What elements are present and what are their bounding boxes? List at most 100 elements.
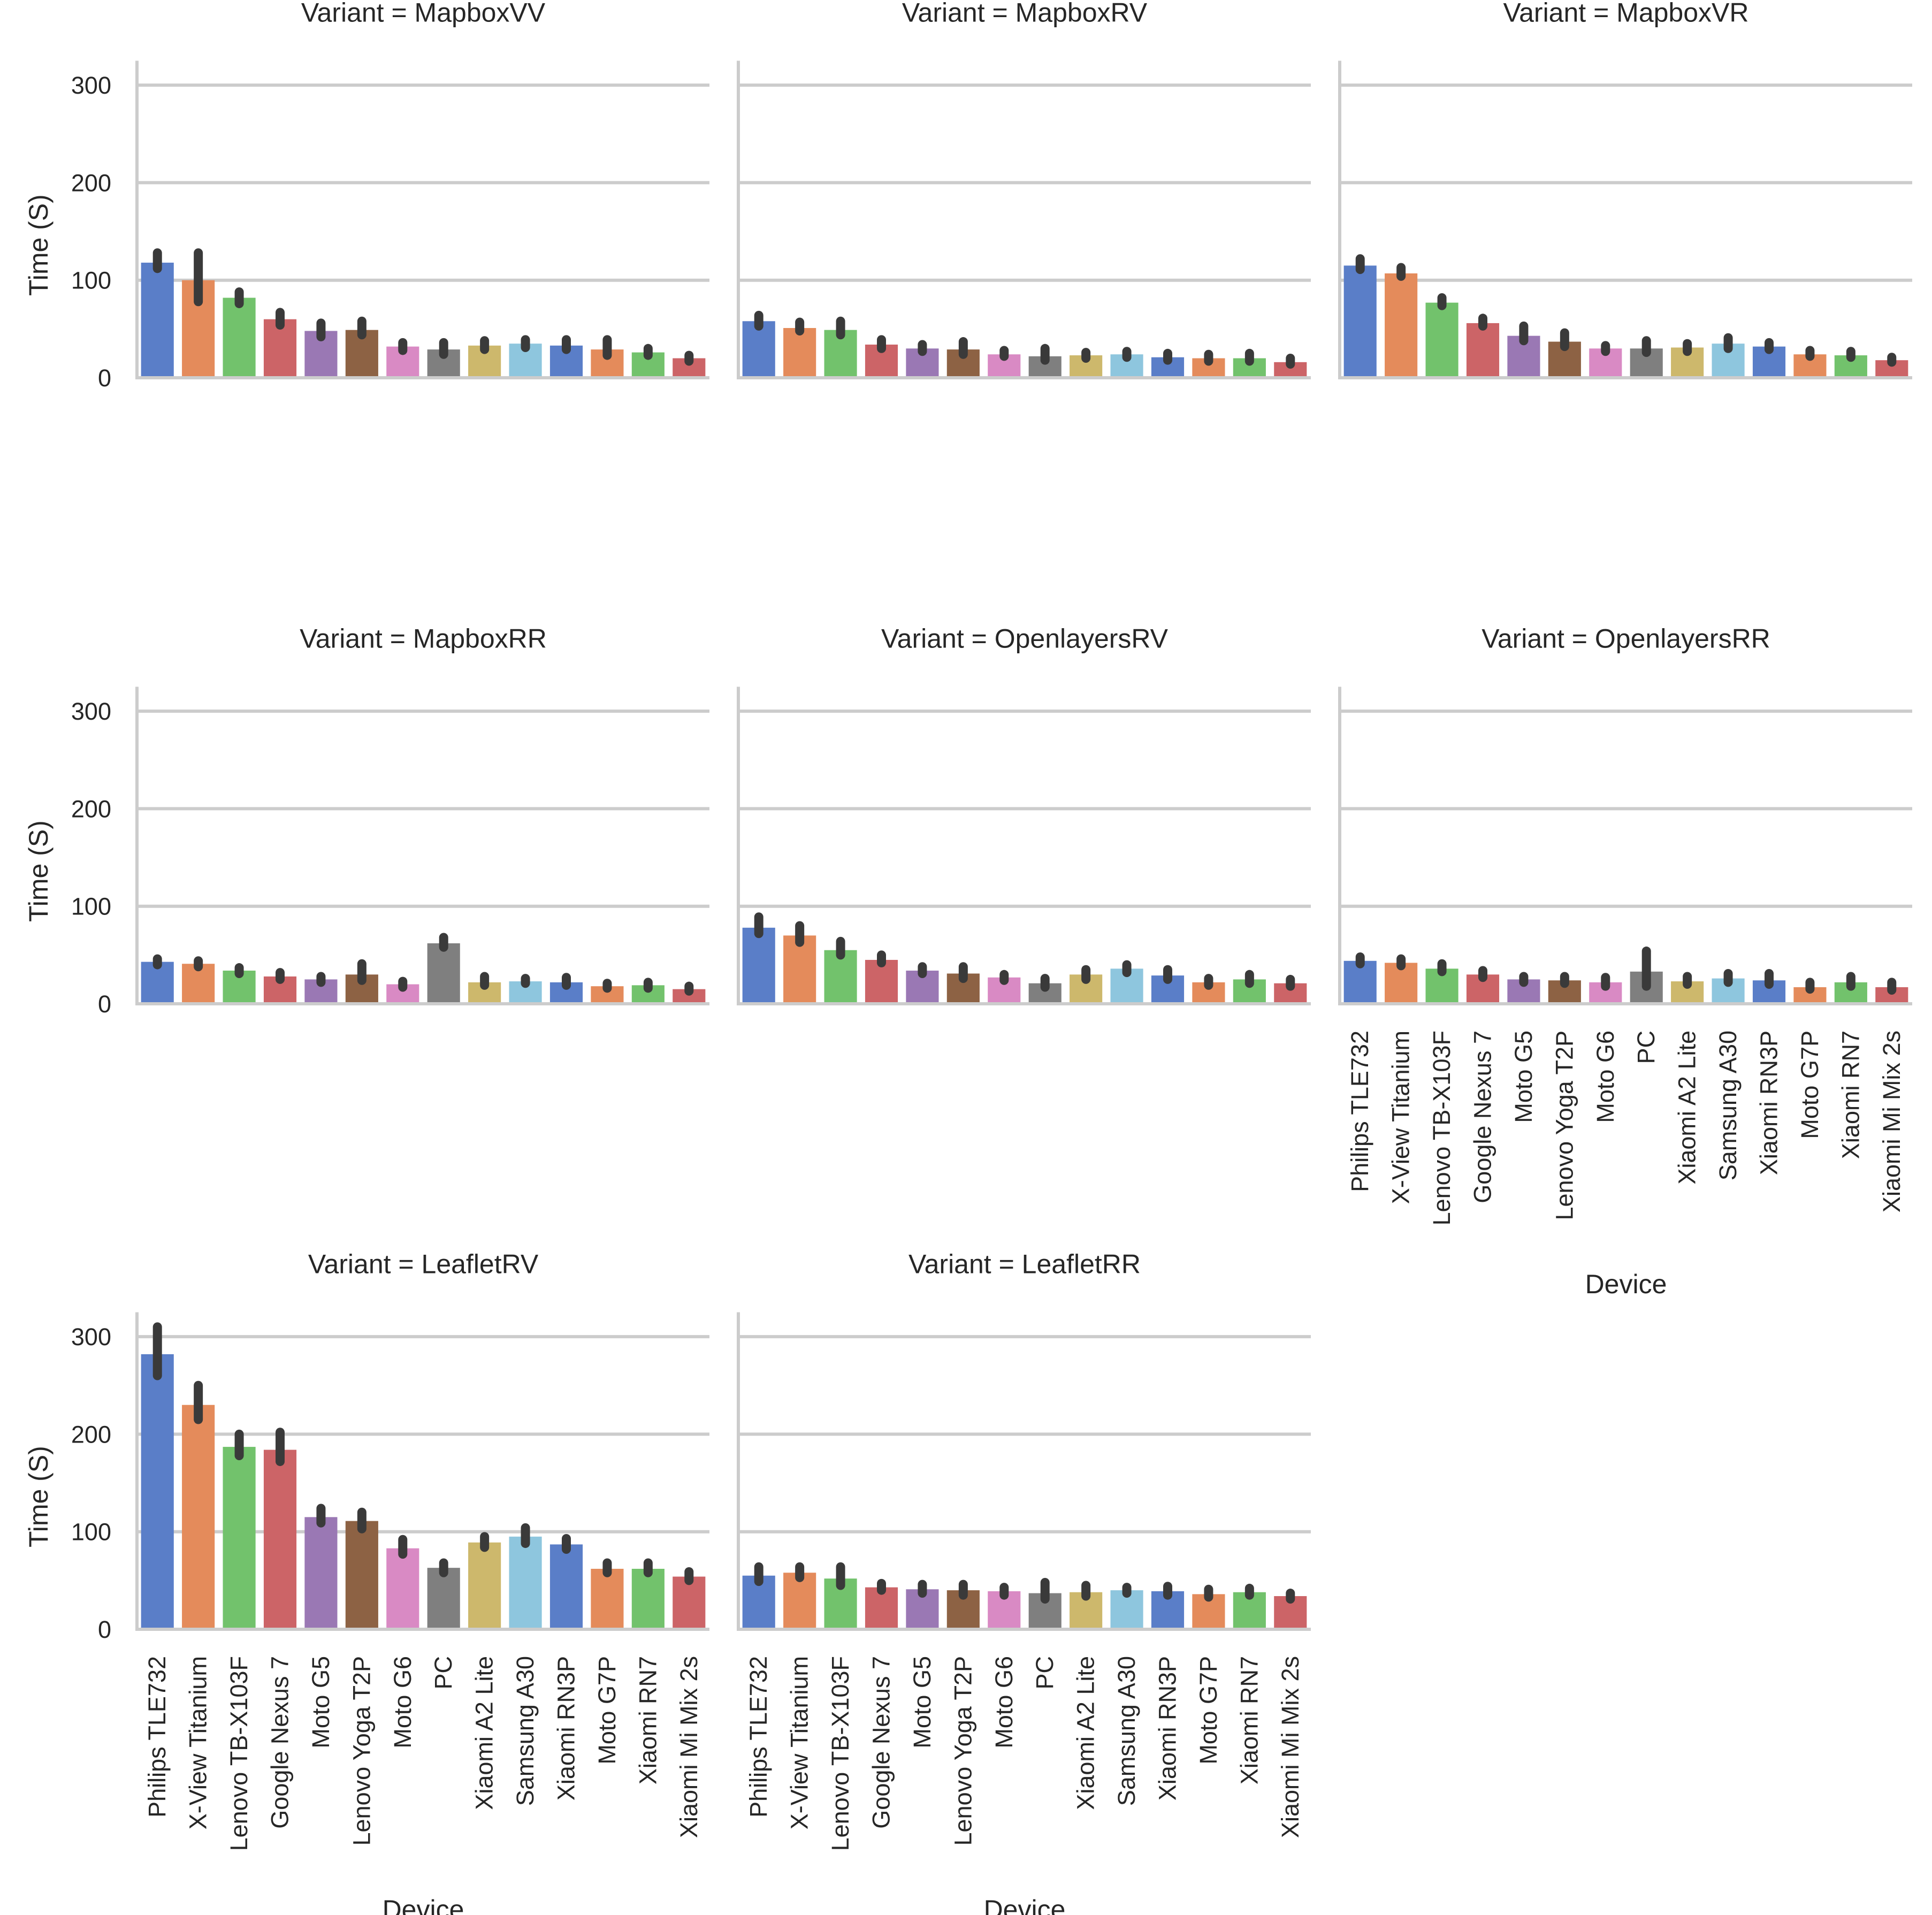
x-tick-label: X-View Titanium bbox=[1387, 1031, 1415, 1204]
x-tick-label: PC bbox=[430, 1656, 457, 1690]
bar bbox=[549, 1544, 583, 1629]
facet-title: Variant = LeafletRR bbox=[908, 1249, 1141, 1279]
x-tick-label: Xiaomi A2 Lite bbox=[1674, 1031, 1701, 1185]
bar bbox=[1343, 265, 1377, 378]
facet-title: Variant = MapboxRR bbox=[300, 624, 547, 654]
y-tick-label: 100 bbox=[71, 1519, 111, 1546]
bar bbox=[509, 1536, 542, 1629]
y-tick-label: 200 bbox=[71, 169, 111, 196]
y-axis-label: Time (S) bbox=[24, 194, 54, 296]
facet-panel: Variant = MapboxRV bbox=[737, 0, 1311, 379]
facet-title: Variant = OpenlayersRV bbox=[881, 624, 1169, 654]
x-tick-label: Moto G7P bbox=[1796, 1031, 1823, 1139]
bar bbox=[783, 935, 816, 1004]
x-tick-label: Xiaomi Mi Mix 2s bbox=[675, 1656, 702, 1838]
x-tick-label: Lenovo TB-X103F bbox=[225, 1656, 253, 1851]
facet-panel: Variant = LeafletRR Philips TLE732 X-View … bbox=[737, 1249, 1311, 1915]
x-tick-label: Samsung A30 bbox=[511, 1656, 539, 1806]
y-tick-label: 300 bbox=[71, 698, 111, 725]
x-tick-label: Xiaomi RN7 bbox=[1235, 1656, 1263, 1784]
bar bbox=[1385, 273, 1418, 378]
x-tick-label: Samsung A30 bbox=[1714, 1031, 1742, 1180]
y-axis-label: Time (S) bbox=[24, 1446, 54, 1547]
x-tick-label: Moto G6 bbox=[389, 1656, 416, 1749]
bar bbox=[345, 1521, 378, 1629]
x-tick-label: Lenovo TB-X103F bbox=[1428, 1031, 1455, 1225]
bar bbox=[742, 927, 775, 1004]
y-tick-label: 0 bbox=[98, 1616, 111, 1643]
x-axis-label: Device bbox=[383, 1895, 464, 1915]
facet-panel: Variant = LeafletRV 0 100 200 300 Time (S) Phi… bbox=[24, 1249, 709, 1915]
x-axis-label: Device bbox=[1585, 1269, 1667, 1299]
facet-title: Variant = OpenlayersRR bbox=[1482, 624, 1770, 654]
x-tick-label: Google Nexus 7 bbox=[1469, 1031, 1496, 1203]
facet-panel: Variant = OpenlayersRR Philips TLE732 X-Vi… bbox=[1338, 624, 1912, 1299]
y-tick-label: 0 bbox=[98, 364, 111, 392]
y-tick-label: 100 bbox=[71, 267, 111, 294]
bar bbox=[783, 1573, 816, 1629]
y-tick-label: 300 bbox=[71, 1323, 111, 1351]
bar bbox=[223, 297, 256, 378]
facet-panel: Variant = MapboxVR bbox=[1338, 0, 1912, 379]
x-tick-label: Xiaomi RN7 bbox=[1837, 1031, 1864, 1159]
x-tick-label: Google Nexus 7 bbox=[868, 1656, 895, 1829]
y-tick-label: 100 bbox=[71, 893, 111, 920]
bar bbox=[1466, 323, 1500, 378]
x-tick-label: Xiaomi Mi Mix 2s bbox=[1878, 1031, 1905, 1212]
x-tick-label: Xiaomi A2 Lite bbox=[1072, 1656, 1099, 1810]
x-tick-label: PC bbox=[1031, 1656, 1058, 1690]
x-tick-label: Moto G6 bbox=[1592, 1031, 1619, 1123]
y-tick-label: 200 bbox=[71, 795, 111, 822]
bar bbox=[1425, 302, 1458, 378]
bar bbox=[182, 1405, 215, 1629]
bar bbox=[304, 1517, 338, 1629]
x-tick-label: X-View Titanium bbox=[185, 1656, 212, 1829]
y-tick-label: 200 bbox=[71, 1421, 111, 1448]
bar bbox=[141, 262, 174, 378]
x-tick-label: Lenovo Yoga T2P bbox=[1551, 1031, 1578, 1220]
bar bbox=[263, 1449, 297, 1629]
x-tick-label: Moto G5 bbox=[307, 1656, 334, 1749]
x-tick-label: Moto G7P bbox=[593, 1656, 621, 1765]
x-tick-label: Xiaomi RN3P bbox=[1154, 1656, 1181, 1800]
bar bbox=[591, 1568, 624, 1629]
facet-title: Variant = MapboxVV bbox=[301, 0, 546, 28]
facet-title: Variant = LeafletRV bbox=[308, 1249, 539, 1279]
bar bbox=[631, 1568, 665, 1629]
y-tick-label: 0 bbox=[98, 990, 111, 1018]
facet-panel: Variant = OpenlayersRV bbox=[737, 624, 1311, 1005]
facet-panel: Variant = MapboxVV 0 100 200 300 Time (S) bbox=[24, 0, 709, 392]
x-tick-label: Xiaomi RN3P bbox=[553, 1656, 580, 1800]
x-tick-label: Google Nexus 7 bbox=[266, 1656, 294, 1829]
x-tick-label: Xiaomi RN3P bbox=[1755, 1031, 1783, 1175]
bar bbox=[783, 328, 816, 378]
x-tick-label: Xiaomi A2 Lite bbox=[471, 1656, 498, 1810]
x-tick-label: Xiaomi Mi Mix 2s bbox=[1277, 1656, 1304, 1838]
x-tick-label: Moto G5 bbox=[1510, 1031, 1537, 1123]
x-tick-label: X-View Titanium bbox=[786, 1656, 813, 1829]
x-tick-label: Samsung A30 bbox=[1113, 1656, 1140, 1806]
x-tick-label: Xiaomi RN7 bbox=[634, 1656, 661, 1784]
x-tick-label: Lenovo TB-X103F bbox=[827, 1656, 854, 1851]
x-tick-label: Moto G7P bbox=[1195, 1656, 1222, 1765]
x-tick-label: Lenovo Yoga T2P bbox=[348, 1656, 375, 1846]
facet-title: Variant = MapboxRV bbox=[902, 0, 1148, 28]
bar bbox=[223, 1447, 256, 1629]
x-tick-label: Moto G6 bbox=[990, 1656, 1018, 1749]
x-tick-label: Lenovo Yoga T2P bbox=[949, 1656, 976, 1846]
x-tick-label: PC bbox=[1632, 1031, 1660, 1064]
x-tick-label: Moto G5 bbox=[908, 1656, 936, 1749]
facet-panel: Variant = MapboxRR 0 100 200 300 Time (S) bbox=[24, 624, 709, 1018]
bar bbox=[673, 1576, 706, 1629]
bar bbox=[141, 1354, 174, 1629]
bar bbox=[386, 1548, 419, 1629]
bar bbox=[742, 321, 775, 378]
x-tick-label: Philips TLE732 bbox=[1346, 1031, 1373, 1192]
bar bbox=[468, 1542, 501, 1629]
x-tick-label: Philips TLE732 bbox=[143, 1656, 171, 1818]
bar bbox=[427, 1568, 460, 1629]
y-axis-label: Time (S) bbox=[24, 820, 54, 922]
facet-title: Variant = MapboxVR bbox=[1503, 0, 1748, 28]
y-tick-label: 300 bbox=[71, 72, 111, 99]
